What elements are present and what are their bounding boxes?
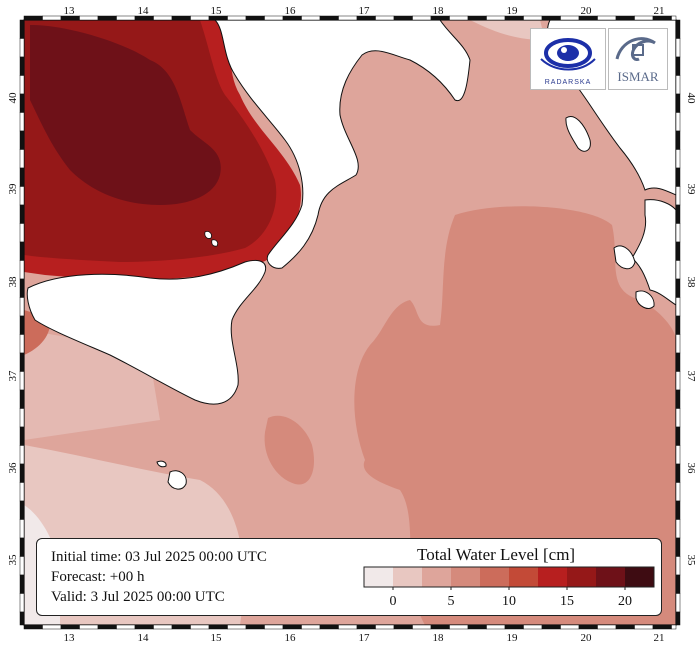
sea-mid-southeast <box>354 206 676 625</box>
lon-label: 20 <box>581 632 593 644</box>
radarska-logo: RADARSKA <box>530 28 606 90</box>
lon-label: 19 <box>507 5 519 17</box>
lat-label: 36 <box>7 462 19 474</box>
lon-label: 13 <box>64 5 76 17</box>
lon-label: 16 <box>285 5 297 17</box>
island-gozo <box>156 460 167 468</box>
colorbar-cell <box>625 567 654 587</box>
lat-label: 38 <box>7 276 19 288</box>
lon-label: 21 <box>654 5 665 17</box>
lon-label: 15 <box>211 5 223 17</box>
colorbar-tick-label: 10 <box>502 594 516 609</box>
ismar-logo-text: ISMAR <box>617 69 659 84</box>
island-corfu <box>565 116 591 152</box>
lat-label: 39 <box>685 184 697 196</box>
forecast-info: Initial time: 03 Jul 2025 00:00 UTC Fore… <box>51 547 267 607</box>
lon-label: 14 <box>138 5 150 17</box>
lon-label: 17 <box>359 632 371 644</box>
lat-label: 37 <box>685 371 697 383</box>
colorbar-cell <box>451 567 480 587</box>
legend-title: Total Water Level [cm] <box>417 545 576 564</box>
colorbar-tick-label: 20 <box>618 594 632 609</box>
lat-labels-left: 40 39 38 37 36 35 <box>7 92 19 566</box>
island-malta <box>167 470 187 490</box>
colorbar-cell <box>393 567 422 587</box>
land-greece <box>631 199 676 306</box>
radarska-logo-text: RADARSKA <box>544 79 592 86</box>
colorbar-tick-label: 0 <box>390 594 397 609</box>
lat-label: 35 <box>685 555 697 567</box>
graticule-ticks <box>19 15 681 630</box>
lon-label: 18 <box>433 5 445 17</box>
colorbar-cell <box>567 567 596 587</box>
colorbar-cell <box>538 567 567 587</box>
lon-label: 18 <box>433 632 445 644</box>
lat-label: 36 <box>685 463 697 475</box>
colorbar-tick-label: 15 <box>560 594 574 609</box>
sea-mid-patch <box>264 415 315 485</box>
lat-label: 40 <box>7 92 19 104</box>
initial-time: Initial time: 03 Jul 2025 00:00 UTC <box>51 549 267 565</box>
sea-light-north <box>470 20 545 40</box>
tyrrhenian-max <box>30 24 221 205</box>
lat-label: 35 <box>7 554 19 566</box>
lon-label: 15 <box>211 632 223 644</box>
lat-label: 38 <box>685 277 697 289</box>
lat-labels-right: 40 39 38 37 36 35 <box>685 93 697 567</box>
ismar-wave-icon <box>615 37 656 61</box>
colorbar-cell <box>509 567 538 587</box>
lat-label: 37 <box>7 370 19 382</box>
island-aeolian <box>204 231 219 247</box>
colorbar-cell <box>596 567 625 587</box>
lon-label: 16 <box>285 632 297 644</box>
lon-label: 14 <box>138 632 150 644</box>
valid-time: Valid: 3 Jul 2025 00:00 UTC <box>51 589 225 605</box>
colorbar-tick-label: 5 <box>448 594 455 609</box>
info-legend-box: Initial time: 03 Jul 2025 00:00 UTC Fore… <box>36 538 662 616</box>
colorbar-cell <box>364 567 393 587</box>
island-zakynthos <box>635 290 655 309</box>
lon-labels-top: 13 14 15 16 17 18 19 20 21 <box>64 5 665 17</box>
ismar-logo: ISMAR <box>608 28 668 90</box>
lat-label: 40 <box>685 93 697 105</box>
lon-label: 19 <box>507 632 519 644</box>
eye-logo-icon <box>540 38 596 71</box>
land-sicily <box>26 259 267 405</box>
island-kefalonia <box>613 245 636 270</box>
land-italy <box>214 20 471 269</box>
lon-label: 13 <box>64 632 76 644</box>
colorbar-cell <box>422 567 451 587</box>
lat-label: 39 <box>7 183 19 195</box>
lon-label: 21 <box>654 632 665 644</box>
colorbar: 0 5 10 15 20 <box>363 566 655 609</box>
lon-label: 20 <box>581 5 593 17</box>
colorbar-cell <box>480 567 509 587</box>
lon-label: 17 <box>359 5 371 17</box>
logo-group: RADARSKA ISMAR <box>530 28 668 90</box>
lon-labels-bottom: 13 14 15 16 17 18 19 20 21 <box>64 632 665 644</box>
forecast-hour: Forecast: +00 h <box>51 569 145 585</box>
